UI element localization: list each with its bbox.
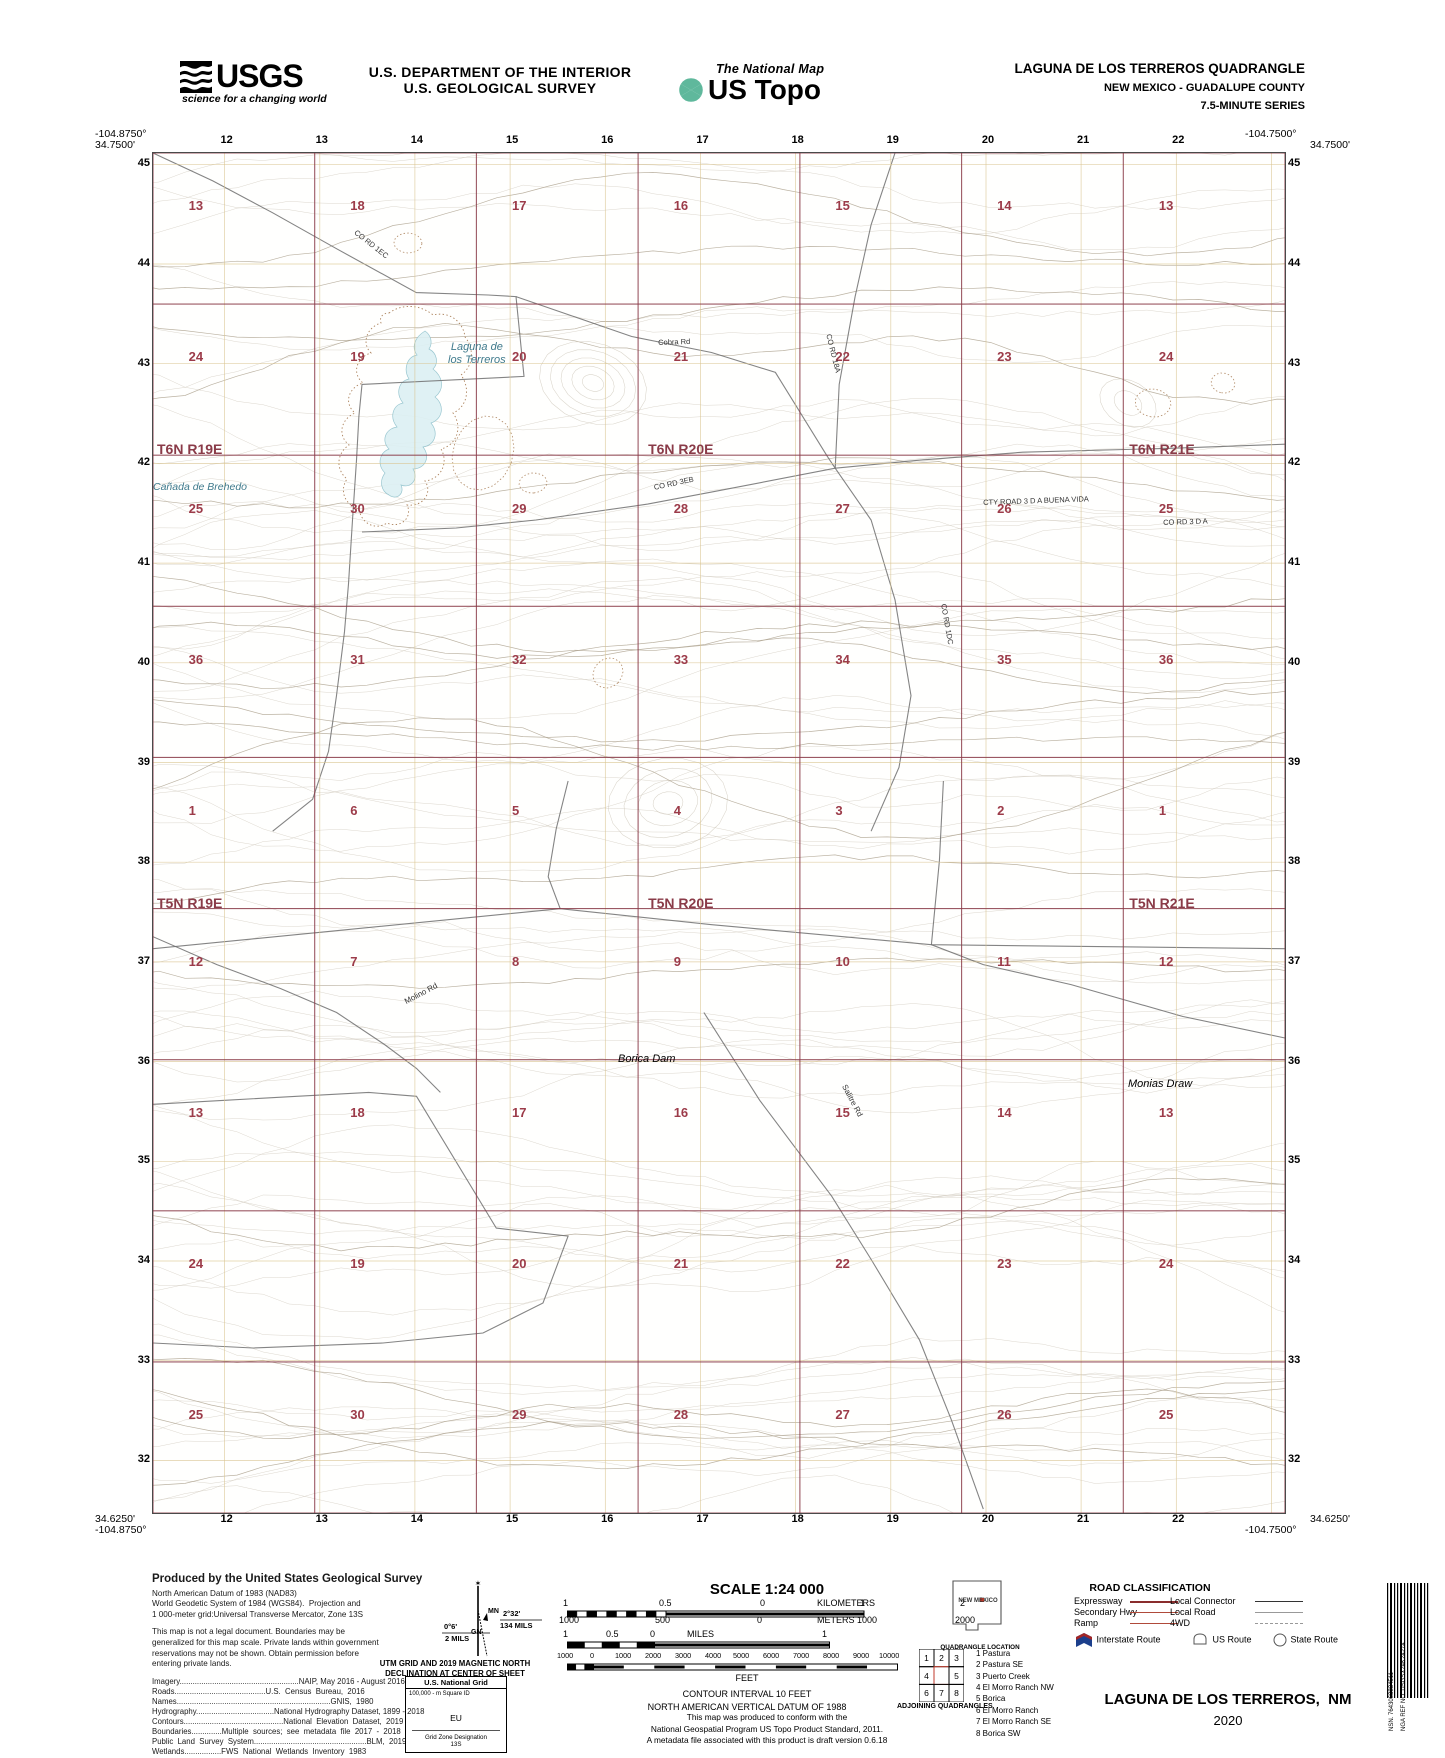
svg-text:2: 2	[939, 1653, 944, 1663]
svg-text:8: 8	[954, 1688, 959, 1698]
svg-text:0°6': 0°6'	[444, 1622, 457, 1631]
svg-text:✶: ✶	[475, 1579, 482, 1588]
svg-text:134 MILS: 134 MILS	[500, 1621, 533, 1630]
svg-text:2 MILS: 2 MILS	[445, 1634, 469, 1643]
svg-text:6: 6	[924, 1688, 929, 1698]
svg-text:NEW MEXICO: NEW MEXICO	[958, 1598, 998, 1604]
svg-text:2°32': 2°32'	[503, 1609, 521, 1618]
svg-text:3: 3	[954, 1653, 959, 1663]
svg-text:7: 7	[939, 1688, 944, 1698]
svg-text:GN: GN	[471, 1629, 482, 1636]
svg-text:MN: MN	[488, 1608, 499, 1615]
svg-text:1: 1	[924, 1653, 929, 1663]
svg-text:5: 5	[954, 1671, 959, 1681]
svg-text:4: 4	[924, 1671, 929, 1681]
